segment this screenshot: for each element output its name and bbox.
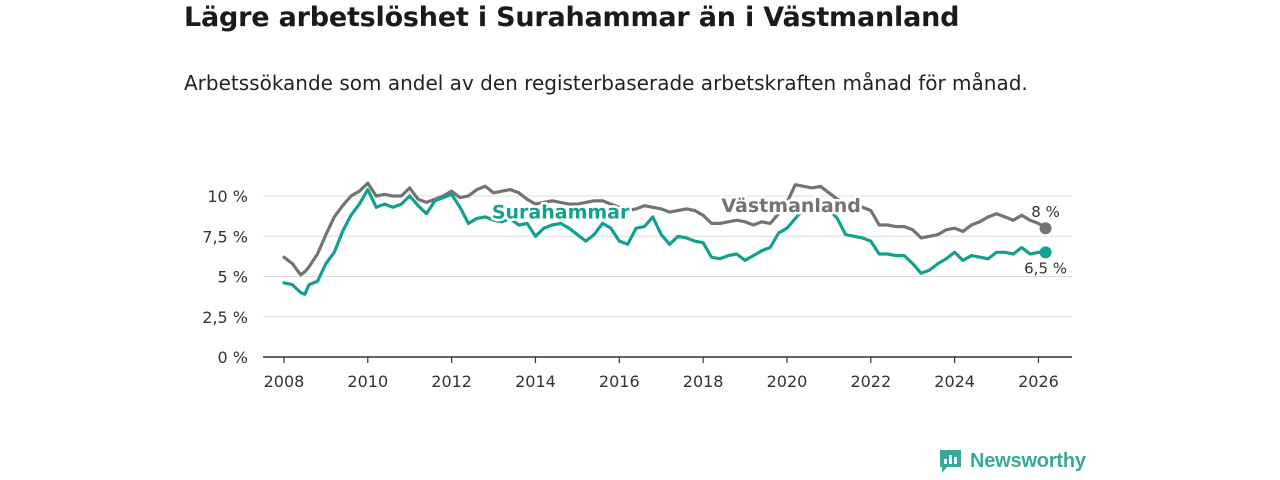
bar-chart-speech-bubble-icon [940, 450, 961, 473]
brand-name: Newsworthy [970, 450, 1086, 472]
end-value-label-surahammar: 6,5 % [1024, 259, 1067, 277]
x-tick-label: 2026 [1018, 372, 1059, 391]
y-tick-label: 5 % [218, 268, 248, 287]
newsworthy-brand[interactable]: Newsworthy [938, 448, 1086, 475]
x-tick-label: 2014 [515, 372, 556, 391]
series-line-vastmanland [282, 181, 1048, 277]
x-tick-label: 2020 [767, 372, 808, 391]
x-tick-label: 2010 [347, 372, 388, 391]
series-line-surahammar [282, 188, 1048, 296]
y-tick-label: 2,5 % [202, 308, 248, 327]
series-label-surahammar: Surahammar [492, 202, 630, 224]
y-tick-label: 10 % [207, 187, 248, 206]
x-tick-label: 2012 [431, 372, 472, 391]
chart-title: Lägre arbetslöshet i Surahammar än i Väs… [184, 2, 960, 33]
end-value-label-vastmanland: 8 % [1031, 203, 1060, 221]
y-tick-label: 7,5 % [202, 227, 248, 246]
x-tick-label: 2016 [599, 372, 640, 391]
y-tick-label: 0 % [218, 348, 248, 367]
x-tick-label: 2018 [683, 372, 724, 391]
chart-subtitle: Arbetssökande som andel av den registerb… [184, 71, 1028, 95]
series-label-vastmanland: Västmanland [721, 195, 861, 217]
x-tick-label: 2008 [264, 372, 305, 391]
x-tick-label: 2022 [850, 372, 891, 391]
end-point-surahammar [1039, 246, 1052, 259]
x-tick-label: 2024 [934, 372, 975, 391]
end-point-vastmanland [1039, 222, 1052, 235]
